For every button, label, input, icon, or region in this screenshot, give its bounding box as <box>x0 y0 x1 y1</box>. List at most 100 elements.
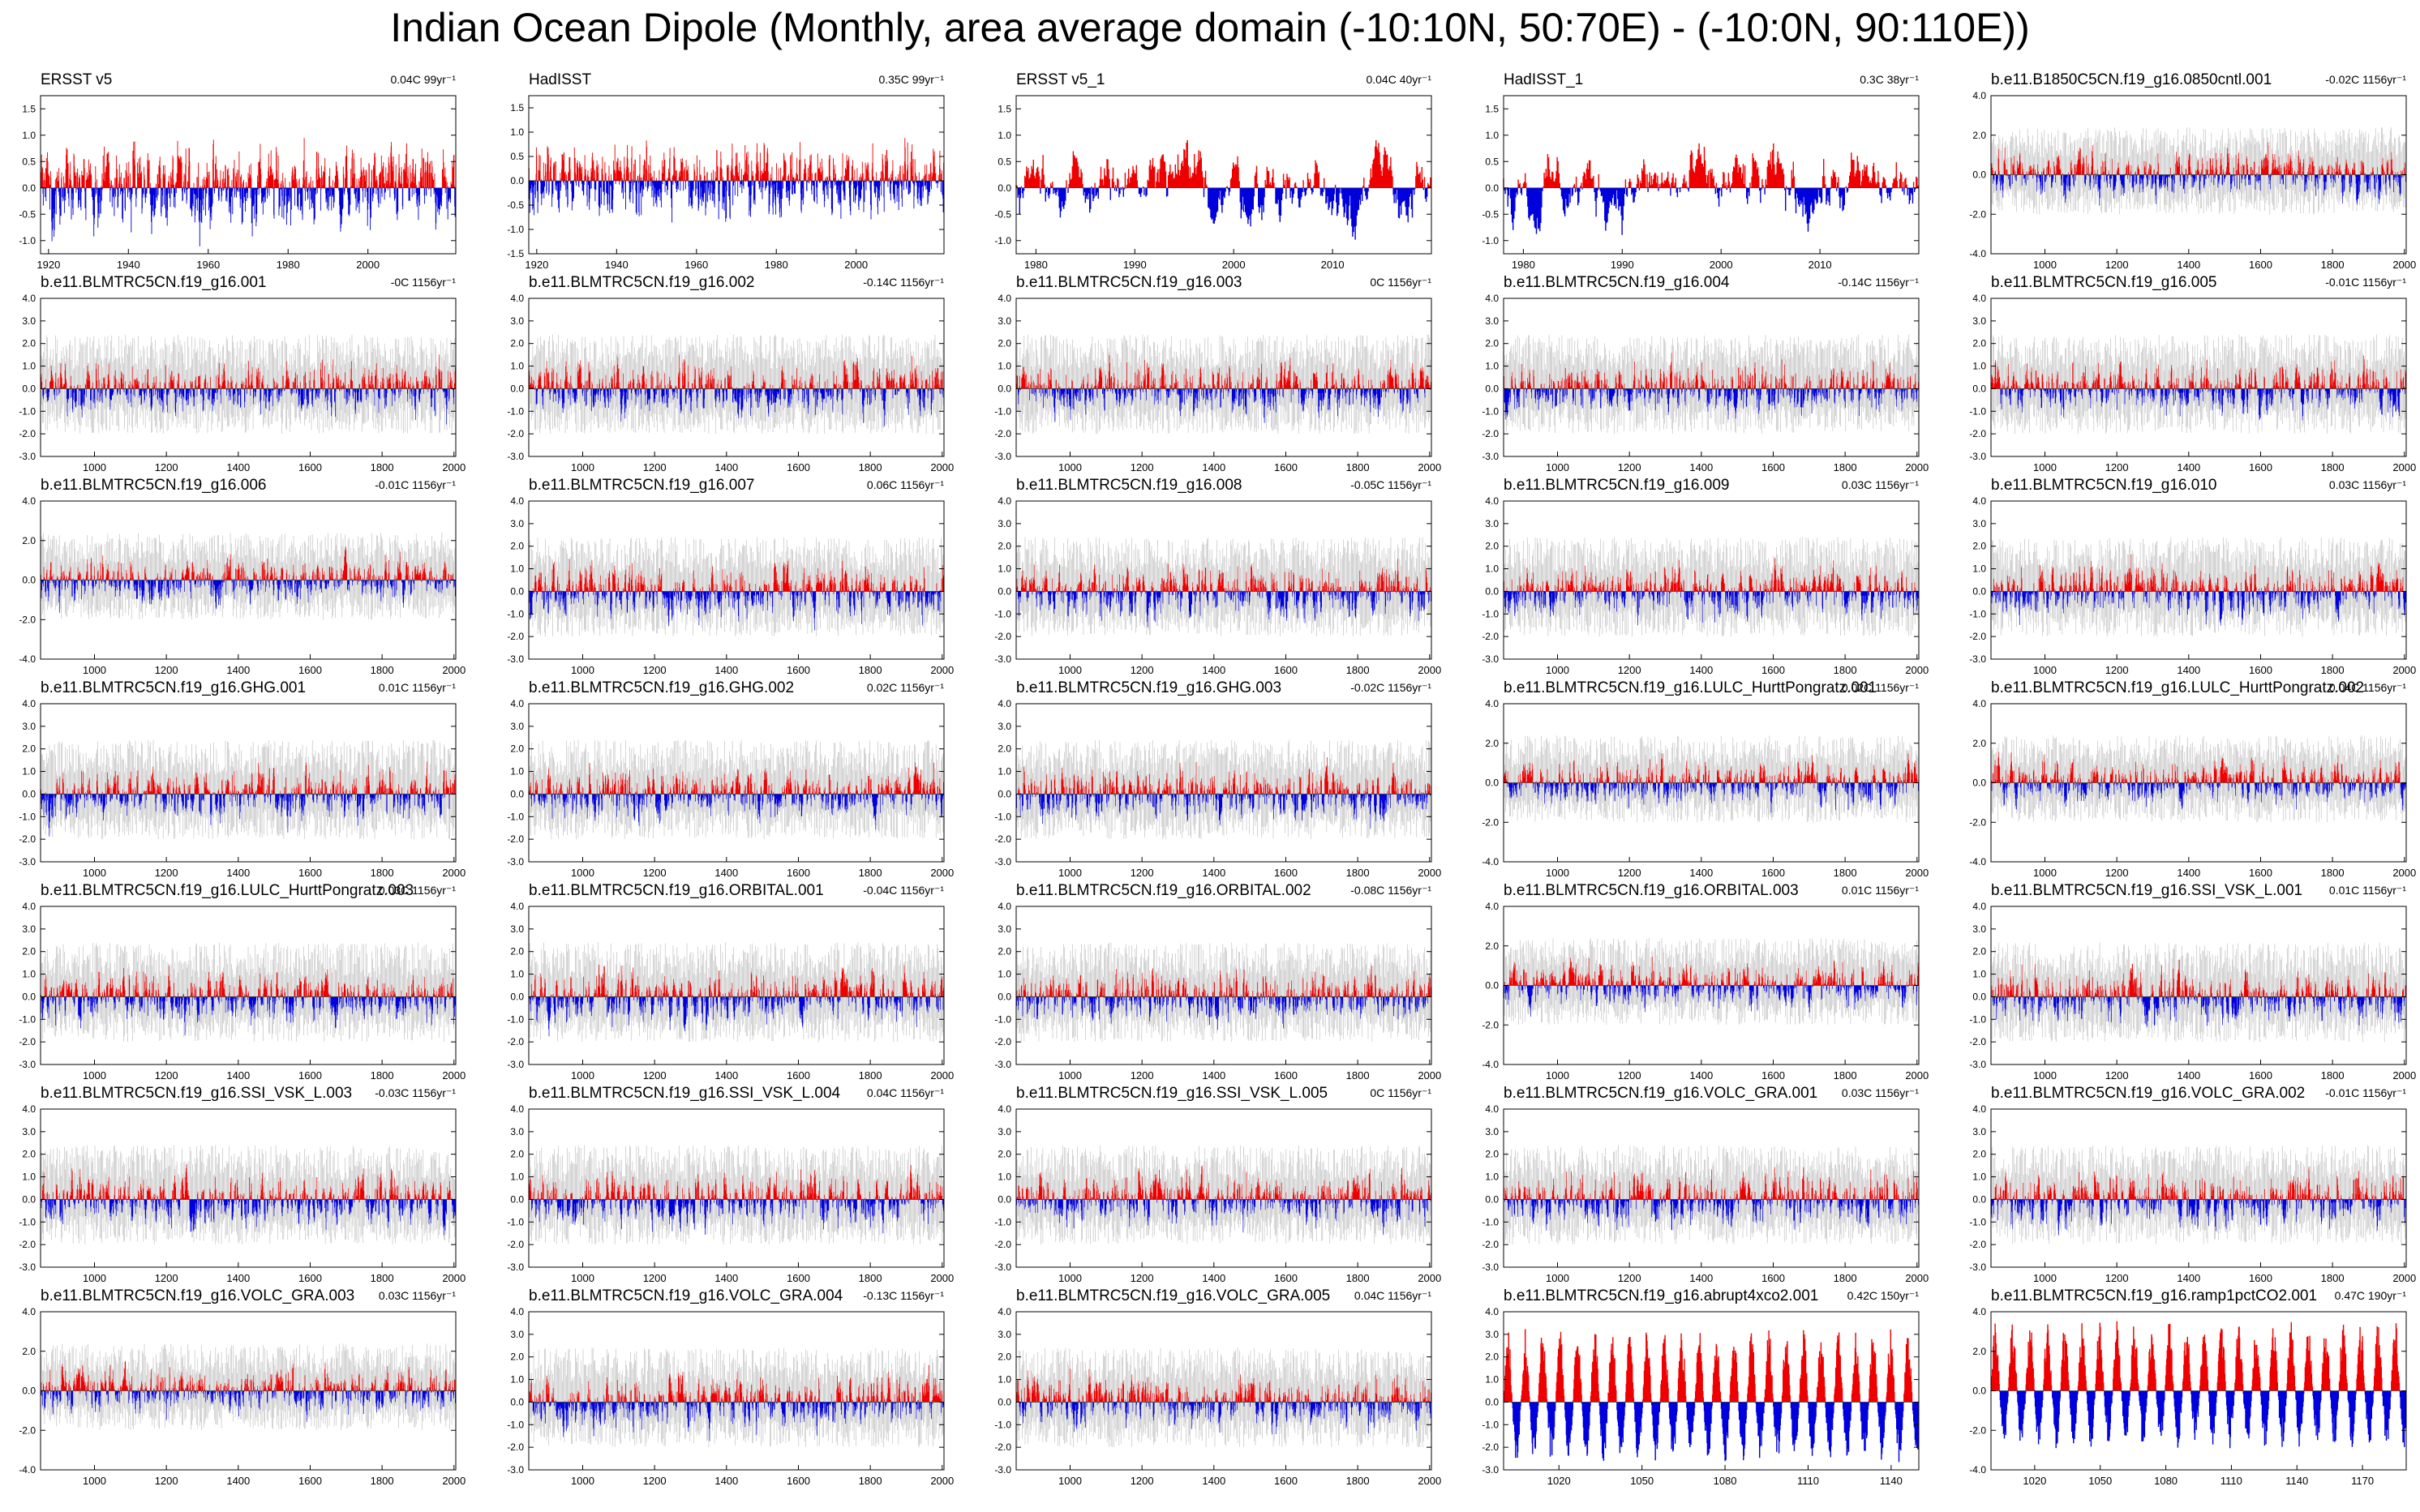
x-tick-label: 1600 <box>1274 1069 1298 1082</box>
x-tick-label: 1000 <box>1546 1069 1569 1082</box>
y-tick-label: 2.0 <box>510 1149 524 1160</box>
x-tick-label: 2000 <box>1418 1272 1441 1284</box>
y-tick-label: -2.0 <box>994 631 1011 642</box>
x-tick-label: 1200 <box>1618 1069 1641 1082</box>
negative-anomaly-series <box>1017 187 1428 240</box>
x-tick-label: 1400 <box>1202 1475 1225 1487</box>
chart-panel: b.e11.BLMTRC5CN.f19_g16.GHG.003 -0.02C 11… <box>994 679 1441 886</box>
x-tick-label: 1000 <box>571 461 594 473</box>
plot-frame <box>1990 906 2407 1065</box>
y-tick-label: -2.0 <box>1969 631 1986 642</box>
x-tick-label: 1400 <box>226 1475 250 1487</box>
y-tick-label: 1.5 <box>998 103 1011 114</box>
y-tick-label: 1.0 <box>1972 969 1986 980</box>
panel-trend-stat: 0.47C 190yr⁻¹ <box>2334 1289 2406 1302</box>
y-tick-label: 1.0 <box>998 969 1011 980</box>
y-tick-label: -3.0 <box>1482 1464 1499 1476</box>
plot-frame <box>528 298 945 457</box>
plot-frame <box>1503 500 1920 660</box>
y-tick-label: 4.0 <box>510 293 524 304</box>
panel-title: b.e11.BLMTRC5CN.f19_g16.VOLC_GRA.001 <box>1504 1085 1818 1102</box>
x-tick-label: 2000 <box>2392 259 2416 271</box>
panel-plot: 4.0 3.0 2.0 1.0 0.0 -1.0 -2.0 -3.0 1000 1200 1400 1… <box>507 293 954 473</box>
x-tick-label: 1200 <box>643 1475 667 1487</box>
y-tick-label: 3.0 <box>22 315 36 327</box>
y-tick-label: -2.0 <box>1969 816 1986 828</box>
panel-title: b.e11.B1850C5CN.f19_g16.0850cntl.001 <box>1991 71 2272 88</box>
plot-frame <box>1503 298 1920 457</box>
x-tick-label: 1600 <box>787 1069 810 1082</box>
y-tick-label: -3.0 <box>1969 1261 1986 1273</box>
x-tick-label: 1000 <box>571 1475 594 1487</box>
x-tick-label: 1600 <box>2249 664 2272 676</box>
y-tick-label: 2.0 <box>1485 1351 1499 1363</box>
y-tick-label: 0.5 <box>22 156 36 167</box>
y-tick-label: 2.0 <box>1485 940 1499 952</box>
panel-title: b.e11.BLMTRC5CN.f19_g16.007 <box>529 477 755 494</box>
chart-panel: b.e11.BLMTRC5CN.f19_g16.LULC_HurttPongra… <box>1969 679 2416 886</box>
panel-plot: 4.0 3.0 2.0 1.0 0.0 -1.0 -2.0 -3.0 1000 1200 1400 1… <box>19 901 466 1082</box>
panel-trend-stat: 0.04C 1156yr⁻¹ <box>1354 1289 1431 1302</box>
x-tick-label: 1800 <box>371 1272 394 1284</box>
plot-frame <box>40 95 457 255</box>
y-tick-label: -1.0 <box>994 405 1011 417</box>
panel-plot: 4.0 3.0 2.0 1.0 0.0 -1.0 -2.0 -3.0 1000 1200 1400 1… <box>19 293 466 473</box>
panel-trend-stat: 0.03C 1156yr⁻¹ <box>1841 1086 1919 1099</box>
x-tick-label: 1400 <box>1689 867 1713 879</box>
y-tick-label: -2.0 <box>19 614 36 625</box>
x-tick-label: 1110 <box>1797 1475 1819 1487</box>
x-tick-label: 1600 <box>787 461 810 473</box>
panel-plot: 4.0 3.0 2.0 1.0 0.0 -1.0 -2.0 -3.0 1000 1200 1400 1… <box>1969 495 2416 676</box>
x-tick-label: 1800 <box>1346 461 1370 473</box>
x-tick-label: 1940 <box>117 259 140 271</box>
y-tick-label: -3.0 <box>1969 653 1986 665</box>
panel-trend-stat: -0.02C 1156yr⁻¹ <box>1350 681 1431 694</box>
x-tick-label: 1600 <box>298 867 322 879</box>
plot-frame <box>1015 906 1432 1065</box>
y-tick-label: -1.0 <box>1482 1216 1499 1227</box>
y-tick-label: -2.0 <box>507 631 524 642</box>
x-tick-label: 1600 <box>787 664 810 676</box>
x-tick-label: 1200 <box>2105 1272 2129 1284</box>
y-tick-label: 2.0 <box>22 338 36 349</box>
panel-title: HadISST <box>529 71 592 88</box>
x-tick-label: 1000 <box>1546 461 1569 473</box>
x-tick-label: 1800 <box>1834 1069 1857 1082</box>
y-tick-label: 0.0 <box>1972 383 1986 394</box>
y-tick-label: -2.0 <box>507 1441 524 1453</box>
x-tick-label: 1600 <box>1761 1069 1785 1082</box>
y-tick-label: -4.0 <box>19 1464 36 1476</box>
chart-panel: ERSST v5_1 0.04C 40yr⁻¹ 1.5 1.0 0.5 0.0 -0.5 -1… <box>994 71 1432 278</box>
x-tick-label: 1400 <box>2177 1069 2200 1082</box>
x-tick-label: 2000 <box>2392 1069 2416 1082</box>
plot-frame <box>1015 1311 1432 1471</box>
y-tick-label: 4.0 <box>998 1306 1011 1317</box>
x-tick-label: 1000 <box>83 461 106 473</box>
x-tick-label: 1400 <box>2177 259 2200 271</box>
y-tick-label: 1.0 <box>22 1171 36 1183</box>
negative-anomaly-series <box>529 996 944 1037</box>
chart-panel: b.e11.BLMTRC5CN.f19_g16.SSI_VSK_L.005 0C … <box>994 1085 1441 1291</box>
chart-panel: b.e11.BLMTRC5CN.f19_g16.008 -0.05C 1156yr… <box>994 477 1441 683</box>
x-tick-label: 1800 <box>859 1475 882 1487</box>
x-tick-label: 2000 <box>844 259 868 271</box>
panel-title: b.e11.BLMTRC5CN.f19_g16.abrupt4xco2.001 <box>1504 1287 1819 1304</box>
chart-panel: b.e11.BLMTRC5CN.f19_g16.009 0.03C 1156yr⁻… <box>1482 477 1929 683</box>
plot-frame <box>528 1311 945 1471</box>
x-tick-label: 1800 <box>371 867 394 879</box>
x-tick-label: 1000 <box>2033 867 2057 879</box>
panel-plot: 4.0 2.0 0.0 -2.0 -4.0 1000 1200 1400 1600 1800 200… <box>1482 698 1929 879</box>
chart-panel: b.e11.BLMTRC5CN.f19_g16.ORBITAL.003 0.01C… <box>1482 882 1929 1089</box>
x-tick-label: 1110 <box>2220 1475 2242 1487</box>
panel-plot: 4.0 3.0 2.0 1.0 0.0 -1.0 -2.0 -3.0 1000 1200 1400 1… <box>994 901 1441 1082</box>
chart-panel: b.e11.BLMTRC5CN.f19_g16.LULC_HurttPongra… <box>19 882 466 1089</box>
y-tick-label: -4.0 <box>19 653 36 665</box>
y-tick-label: -1.0 <box>507 224 524 235</box>
negative-anomaly-series <box>1507 782 1919 813</box>
panel-title: b.e11.BLMTRC5CN.f19_g16.006 <box>41 477 267 494</box>
panel-title: b.e11.BLMTRC5CN.f19_g16.ORBITAL.001 <box>529 882 824 899</box>
x-tick-label: 2000 <box>1418 1475 1441 1487</box>
x-tick-label: 1140 <box>1880 1475 1903 1487</box>
x-tick-label: 1080 <box>2154 1475 2178 1487</box>
y-tick-label: -2.0 <box>1482 428 1499 439</box>
